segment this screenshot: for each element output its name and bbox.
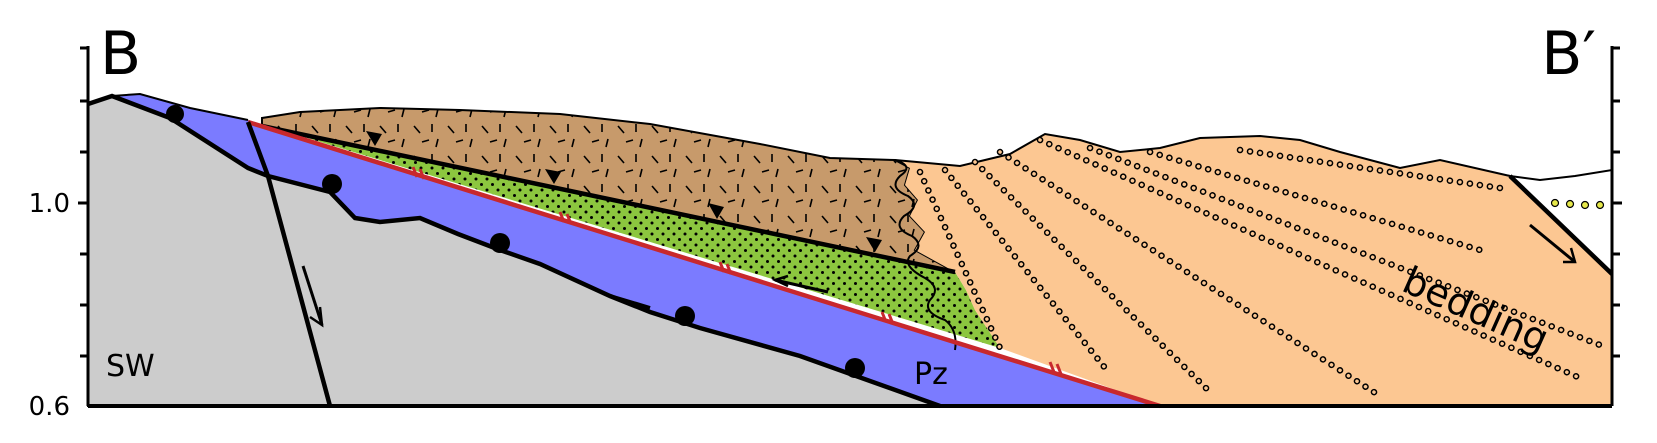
red-fault-ticks: [411, 166, 1063, 375]
motion-arrows: [301, 223, 1577, 328]
orange-unit-top: [894, 132, 1511, 177]
normal-fault-right: [1508, 174, 1614, 276]
yellow-dots: [1550, 198, 1605, 210]
unconformity-contact: [894, 159, 957, 351]
pz-unit: [112, 94, 1160, 406]
tick-label-1-0: 1.0: [29, 189, 70, 219]
blue-top-left: [111, 92, 249, 121]
section-start-label: B: [100, 19, 141, 89]
pz-label: Pz: [914, 357, 948, 392]
sw-label: SW: [106, 349, 155, 384]
tick-label-0-6: 0.6: [29, 392, 70, 422]
blue-base-contact: [87, 93, 941, 409]
green-unit-stipple: [248, 120, 1000, 348]
section-end-label: B′: [1541, 19, 1596, 89]
detachment-balls: [166, 105, 865, 378]
left-axis: [78, 46, 90, 406]
red-fault: [247, 119, 1161, 409]
thrust-teeth: [366, 131, 882, 252]
right-axis: [1610, 46, 1622, 406]
thrust-segment: [609, 294, 651, 310]
brown-unit-pattern: [262, 108, 955, 272]
normal-fault-left: [245, 121, 333, 407]
thrust-fault-upper: [261, 123, 956, 275]
bedding-dots-fill: [918, 138, 1602, 398]
